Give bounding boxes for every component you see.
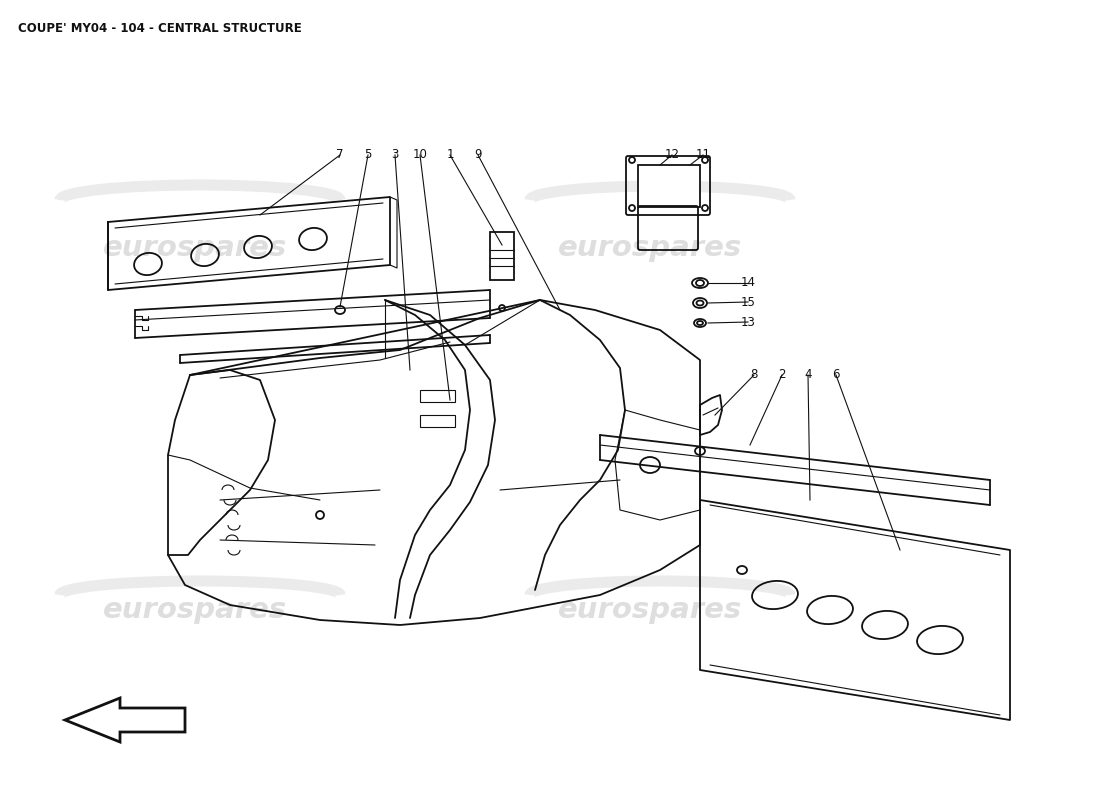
Text: 8: 8 [750,369,758,382]
Bar [490,232,514,280]
Text: 4: 4 [804,369,812,382]
Text: 13: 13 [740,315,756,329]
Text: 3: 3 [392,149,398,162]
Text: eurospares: eurospares [103,234,287,262]
Text: 12: 12 [664,149,680,162]
Text: 11: 11 [695,149,711,162]
Text: 10: 10 [412,149,428,162]
Text: 7: 7 [337,149,343,162]
Text: 14: 14 [740,277,756,290]
Text: 9: 9 [474,149,482,162]
Bar [638,165,700,207]
Text: 1: 1 [447,149,453,162]
Polygon shape [65,698,185,742]
Bar [420,415,455,427]
Text: eurospares: eurospares [558,596,743,624]
Text: COUPE' MY04 - 104 - CENTRAL STRUCTURE: COUPE' MY04 - 104 - CENTRAL STRUCTURE [18,22,301,35]
Text: eurospares: eurospares [103,596,287,624]
Text: eurospares: eurospares [558,234,743,262]
Text: 2: 2 [779,369,785,382]
Text: 6: 6 [833,369,839,382]
Text: 5: 5 [364,149,372,162]
Text: 15: 15 [740,295,756,309]
Bar [420,390,455,402]
